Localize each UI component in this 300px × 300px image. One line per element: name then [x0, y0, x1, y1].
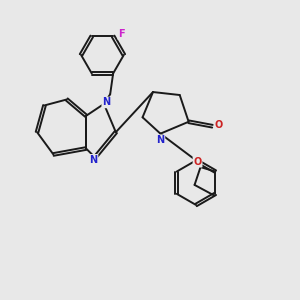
- Text: F: F: [118, 29, 125, 39]
- Text: O: O: [194, 157, 202, 167]
- Text: N: N: [156, 135, 164, 145]
- Text: O: O: [215, 120, 223, 130]
- Text: N: N: [102, 98, 110, 107]
- Text: N: N: [89, 155, 98, 165]
